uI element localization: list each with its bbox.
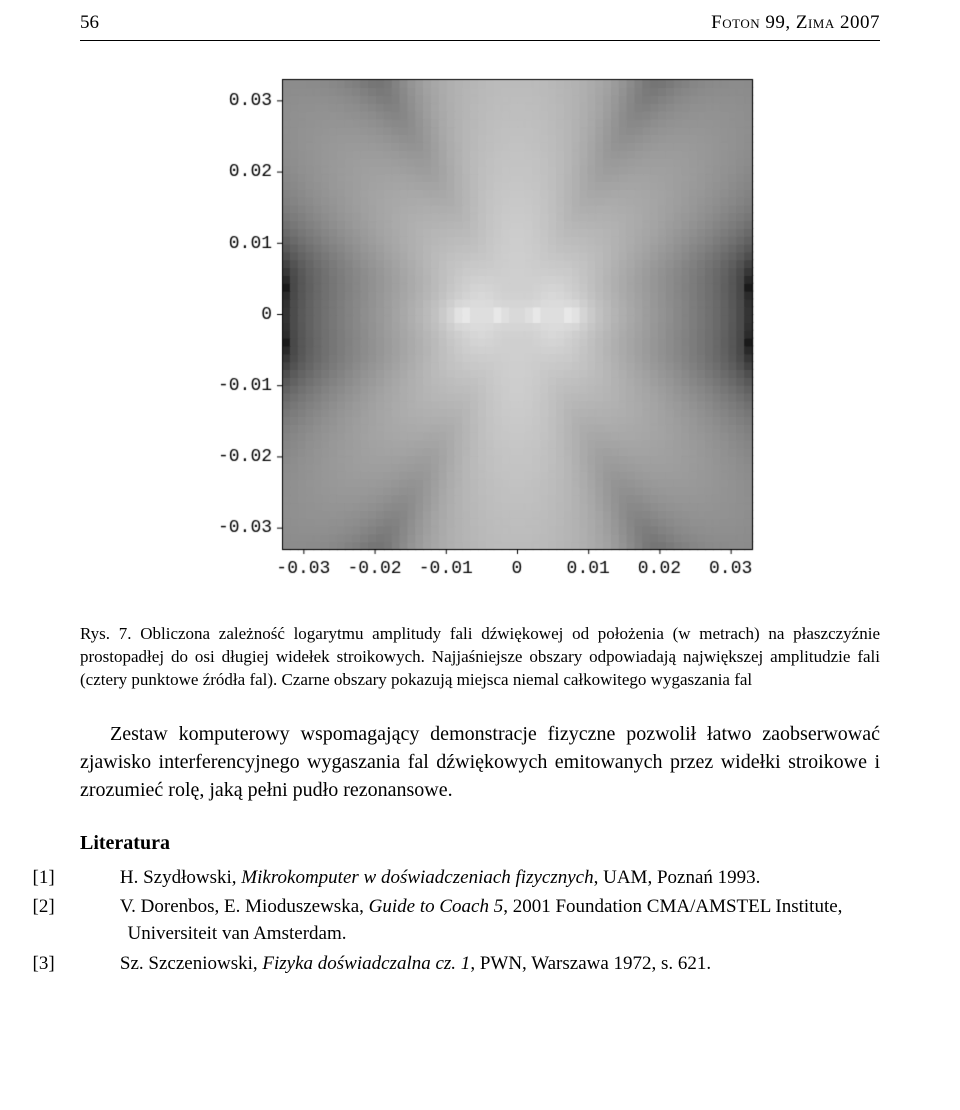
reference-list: [1]H. Szydłowski, Mikrokomputer w doświa… <box>80 865 880 977</box>
heatmap-canvas <box>200 71 760 611</box>
interference-heatmap <box>200 71 760 611</box>
issue-label: Foton 99, Zima 2007 <box>711 12 880 34</box>
reference-text: H. Szydłowski, <box>120 867 241 888</box>
reference-item: [3]Sz. Szczeniowski, Fizyka doświadczaln… <box>128 951 881 978</box>
reference-item: [1]H. Szydłowski, Mikrokomputer w doświa… <box>128 865 881 892</box>
caption-prefix: Rys. 7. <box>80 624 140 643</box>
reference-title: Guide to Coach 5 <box>369 896 504 917</box>
page-number: 56 <box>80 12 99 34</box>
running-header: 56 Foton 99, Zima 2007 <box>80 12 880 41</box>
body-paragraph: Zestaw komputerowy wspomagający demonstr… <box>80 720 880 804</box>
figure-caption: Rys. 7. Obliczona zależność logarytmu am… <box>80 623 880 692</box>
reference-text: Sz. Szczeniowski, <box>120 953 262 974</box>
caption-text: Obliczona zależność logarytmu amplitudy … <box>80 624 880 689</box>
reference-number: [1] <box>80 865 120 892</box>
reference-text: V. Dorenbos, E. Mioduszewska, <box>120 896 369 917</box>
literature-heading: Literatura <box>80 832 880 855</box>
reference-tail: , UAM, Poznań 1993. <box>594 867 761 888</box>
reference-number: [3] <box>80 951 120 978</box>
reference-title: Mikrokomputer w doświadczeniach fizyczny… <box>241 867 593 888</box>
figure-block <box>200 71 880 611</box>
page: 56 Foton 99, Zima 2007 Rys. 7. Obliczona… <box>0 0 960 1110</box>
reference-number: [2] <box>80 894 120 921</box>
reference-title: Fizyka doświadczalna cz. 1 <box>262 953 470 974</box>
reference-tail: , PWN, Warszawa 1972, s. 621. <box>470 953 711 974</box>
reference-item: [2]V. Dorenbos, E. Mioduszewska, Guide t… <box>128 894 881 947</box>
